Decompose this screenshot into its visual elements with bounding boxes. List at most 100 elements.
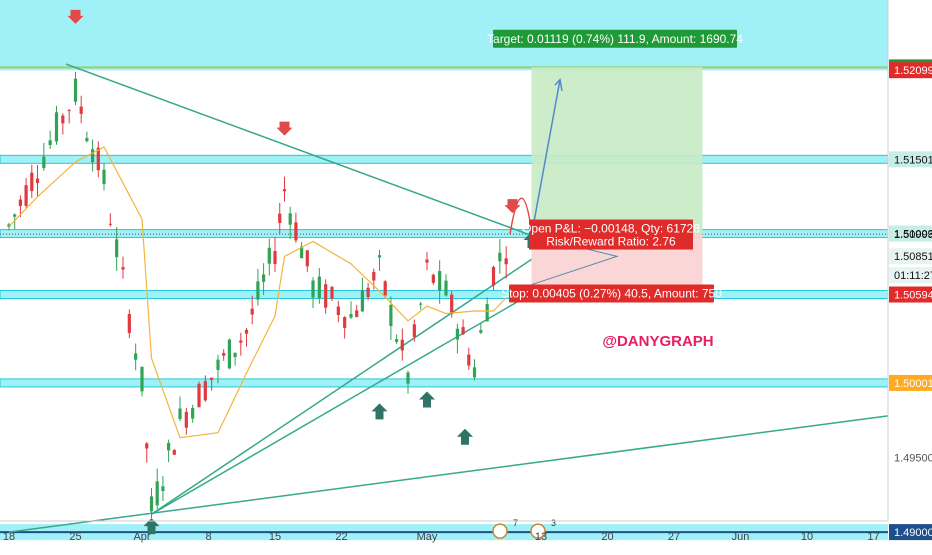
candle-body [96, 147, 100, 171]
candle-body [145, 443, 149, 449]
projection-arrowhead [554, 78, 563, 92]
time-tick-label: 20 [601, 531, 613, 543]
support-resistance-zones [0, 0, 889, 541]
candle-body [383, 281, 387, 296]
candle-body [377, 255, 382, 258]
price-tick-label: 1.51003 [894, 229, 932, 241]
candle-body [227, 339, 231, 369]
candle-body [102, 169, 106, 185]
zone-band-top [0, 0, 888, 71]
candle-body [73, 78, 78, 102]
down-arrow-icon [504, 199, 521, 214]
candle-body [121, 267, 125, 270]
time-tick-label: 8 [205, 531, 211, 543]
time-tick-label: 25 [69, 531, 81, 543]
candle-body [372, 271, 376, 281]
candle-body [400, 339, 404, 351]
candle-body [149, 496, 154, 512]
candle-body [161, 486, 165, 491]
candle-body [479, 330, 483, 333]
moving-average [8, 146, 513, 439]
candle-body [178, 408, 182, 419]
stop-label-bg [509, 284, 714, 303]
up-arrow-icon [419, 391, 435, 408]
candle-body [13, 214, 17, 217]
candle-body [127, 314, 131, 334]
rr-label: Risk/Reward Ratio: 2.76 [546, 235, 676, 249]
zone-band-0 [0, 154, 889, 164]
price-tag-bg [889, 62, 932, 79]
price-tick-label: 1.50851 [894, 251, 932, 263]
price-tick-label: 1.51501 [894, 154, 932, 166]
candle-body [172, 450, 176, 455]
event-badge-count: 7 [513, 518, 518, 528]
time-tick-label: Jun [732, 531, 750, 543]
price-tag-bg [889, 524, 932, 541]
price-tick-label: 01:11:27 [894, 270, 932, 282]
candle-body [267, 247, 271, 264]
time-tick-label: 22 [335, 531, 347, 543]
candle-body [288, 213, 292, 225]
candle-body [244, 329, 249, 334]
candle-body [250, 308, 254, 315]
candle-body [67, 110, 71, 112]
down-arrow-icon [67, 9, 84, 24]
candle-body [278, 213, 282, 223]
time-tick-label: May [417, 531, 438, 543]
candle-body [305, 250, 309, 267]
candle-body [504, 258, 508, 265]
candle-body [108, 223, 112, 225]
time-tick-label: 15 [269, 531, 281, 543]
price-tag-bg [889, 225, 932, 242]
candle-body [425, 259, 429, 263]
candle-body [324, 284, 328, 308]
candle-body [491, 266, 496, 286]
pnl-label-bg [529, 219, 693, 250]
candle-body [210, 377, 214, 380]
candle-body [395, 339, 399, 342]
watermark-text: @DANYGRAPH [602, 333, 713, 350]
candle-body [256, 281, 260, 300]
candle-body [233, 352, 237, 358]
down-arrow-icon [276, 121, 293, 136]
price-tag-bg [889, 374, 932, 391]
trend-line-0 [65, 63, 532, 237]
candle-body [431, 274, 435, 283]
zone-band-3 [0, 378, 889, 388]
candle-body [79, 106, 83, 114]
price-tag-bg [889, 248, 932, 265]
candle-body [450, 294, 454, 315]
projection-line [530, 79, 561, 236]
target-label-bg [493, 29, 737, 48]
price-tick-label: 1.50999 [894, 229, 932, 241]
candle-body [336, 306, 340, 315]
candle-body [48, 140, 52, 145]
ma-line [8, 146, 513, 439]
event-badge-count: 3 [551, 518, 556, 528]
candle-body [140, 366, 144, 392]
up-arrow-icon [143, 518, 160, 535]
target-label: Target: 0.01119 (0.74%) 111.9, Amount: 1… [487, 32, 743, 46]
candle-body [389, 304, 393, 327]
candle-body [343, 317, 347, 328]
up-arrow-icon [371, 403, 388, 420]
candle-body [360, 289, 364, 312]
price-tag-bg [889, 151, 932, 168]
candle-body [300, 246, 304, 259]
candle-body [134, 353, 138, 360]
candle-body [85, 138, 89, 142]
candle-body [282, 189, 287, 192]
price-tick-label: 1.49500 [894, 453, 932, 465]
time-tick-label: Apr [133, 531, 150, 543]
candle-body [91, 149, 95, 163]
candle-body [419, 303, 423, 305]
candle-body [24, 185, 28, 206]
stop-label: Stop: 0.00405 (0.27%) 40.5, Amount: 750 [501, 287, 722, 301]
candle-body [366, 287, 370, 298]
candle-body [330, 286, 334, 299]
candle-body [30, 172, 34, 192]
zone-band-1 [0, 229, 889, 239]
candle-body [7, 224, 11, 227]
